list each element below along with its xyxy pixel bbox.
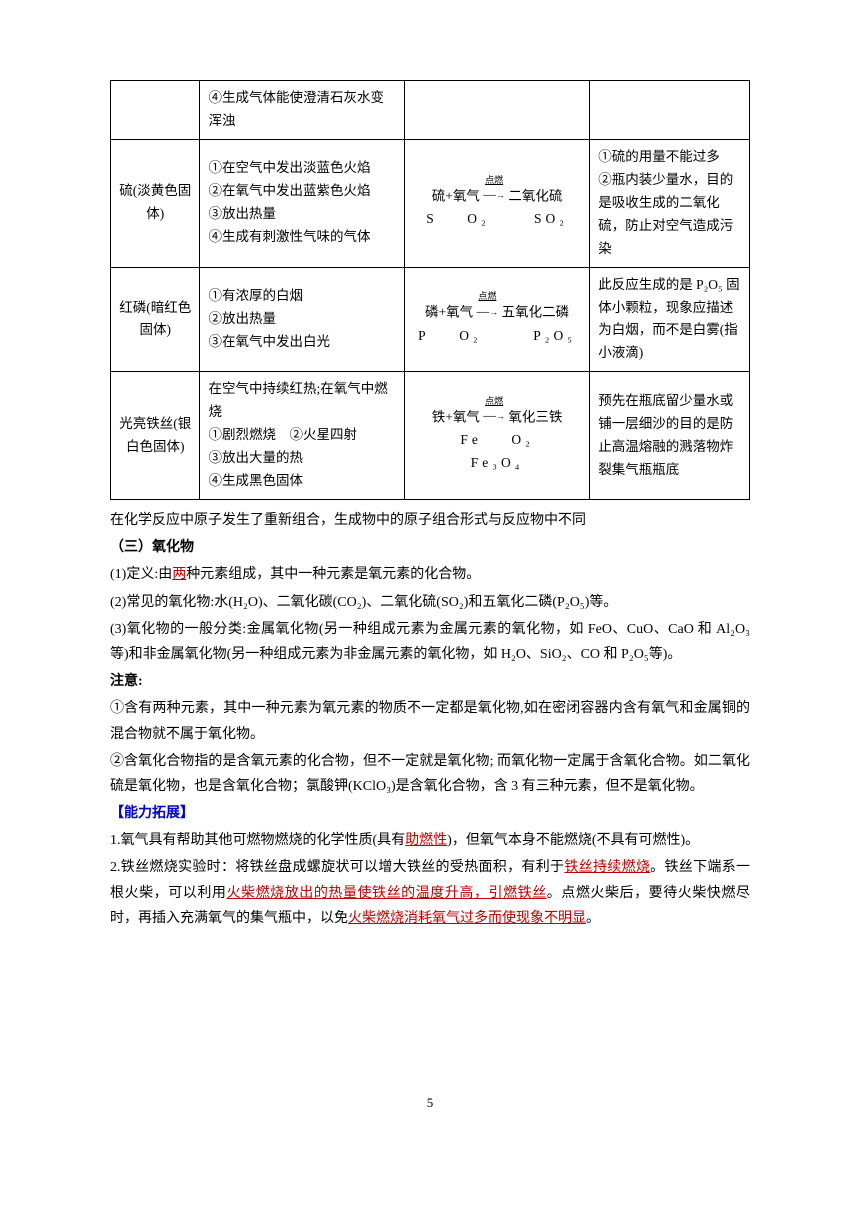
paragraph: 在化学反应中原子发生了重新组合，生成物中的原子组合形式与反应物中不同 <box>110 508 750 533</box>
equation-symbols: Fe O₂ <box>413 429 581 452</box>
page-number: 5 <box>110 1091 750 1114</box>
cell-equation: 硫+氧气 点燃──→ 二氧化硫 S O₂ SO₂ <box>404 139 589 267</box>
cell-notes: 预先在瓶底留少量水或铺一层细沙的目的是防止高温熔融的溅落物炸裂集气瓶瓶底 <box>590 372 750 500</box>
cell-phenomena: ①在空气中发出淡蓝色火焰 ②在氧气中发出蓝紫色火焰 ③放出热量 ④生成有刺激性气… <box>200 139 404 267</box>
prose-section: 在化学反应中原子发生了重新组合，生成物中的原子组合形式与反应物中不同 （三）氧化… <box>110 508 750 931</box>
equation-symbols: S O₂ SO₂ <box>413 208 581 231</box>
highlight: 火柴燃烧消耗氧气过多而使现象不明显 <box>348 911 586 926</box>
paragraph: ①含有两种元素，其中一种元素为氧元素的物质不一定都是氧化物,如在密闭容器内含有氧… <box>110 696 750 746</box>
heading-oxide: （三）氧化物 <box>110 535 750 560</box>
highlight: 铁丝持续燃烧 <box>564 860 650 875</box>
paragraph: 2.铁丝燃烧实验时：将铁丝盘成螺旋状可以增大铁丝的受热面积，有利于铁丝持续燃烧。… <box>110 855 750 931</box>
cell-phenomena: ①有浓厚的白烟 ②放出热量 ③在氧气中发出白光 <box>200 267 404 372</box>
equation-word: 磷+氧气 点燃──→ 五氧化二磷 <box>413 291 581 324</box>
paragraph: ②含氧化合物指的是含氧元素的化合物，但不一定就是氧化物; 而氧化物一定属于含氧化… <box>110 749 750 799</box>
heading-note: 注意: <box>110 669 750 694</box>
table-row: ④生成气体能使澄清石灰水变浑浊 <box>111 81 750 140</box>
cell-notes: 此反应生成的是 P₂O₅ 固体小颗粒，现象应描述为白烟，而不是白雾(指小液滴) <box>590 267 750 372</box>
table-row: 硫(淡黄色固体) ①在空气中发出淡蓝色火焰 ②在氧气中发出蓝紫色火焰 ③放出热量… <box>111 139 750 267</box>
cell-substance: 红磷(暗红色固体) <box>111 267 200 372</box>
paragraph: (2)常见的氧化物:水(H₂O)、二氧化碳(CO₂)、二氧化硫(SO₂)和五氧化… <box>110 590 750 615</box>
table-row: 光亮铁丝(银白色固体) 在空气中持续红热;在氧气中燃烧 ①剧烈燃烧 ②火星四射 … <box>111 372 750 500</box>
cell-phenomena: 在空气中持续红热;在氧气中燃烧 ①剧烈燃烧 ②火星四射 ③放出大量的热 ④生成黑… <box>200 372 404 500</box>
equation-symbols: Fe₃O₄ <box>413 452 581 475</box>
reactions-table: ④生成气体能使澄清石灰水变浑浊 硫(淡黄色固体) ①在空气中发出淡蓝色火焰 ②在… <box>110 80 750 500</box>
table-row: 红磷(暗红色固体) ①有浓厚的白烟 ②放出热量 ③在氧气中发出白光 磷+氧气 点… <box>111 267 750 372</box>
paragraph: (1)定义:由两种元素组成，其中一种元素是氧元素的化合物。 <box>110 562 750 587</box>
equation-word: 铁+氧气 点燃──→ 氧化三铁 <box>413 396 581 429</box>
arrow-condition: 点燃──→ <box>483 173 505 204</box>
equation-symbols: P O₂ P₂O₅ <box>413 325 581 348</box>
highlight: 火柴燃烧放出的热量使铁丝的温度升高，引燃铁丝 <box>226 886 546 901</box>
highlight: 助燃性 <box>405 833 447 848</box>
arrow-condition: 点燃──→ <box>483 394 505 425</box>
cell-substance <box>111 81 200 140</box>
cell-substance: 硫(淡黄色固体) <box>111 139 200 267</box>
cell-equation: 磷+氧气 点燃──→ 五氧化二磷 P O₂ P₂O₅ <box>404 267 589 372</box>
cell-notes <box>590 81 750 140</box>
arrow-condition: 点燃──→ <box>477 289 499 320</box>
heading-extension: 【能力拓展】 <box>110 801 750 826</box>
document-page: ④生成气体能使澄清石灰水变浑浊 硫(淡黄色固体) ①在空气中发出淡蓝色火焰 ②在… <box>0 0 860 1154</box>
equation-word: 硫+氧气 点燃──→ 二氧化硫 <box>413 175 581 208</box>
cell-phenomena: ④生成气体能使澄清石灰水变浑浊 <box>200 81 404 140</box>
cell-notes: ①硫的用量不能过多 ②瓶内装少量水，目的是吸收生成的二氧化硫，防止对空气造成污染 <box>590 139 750 267</box>
cell-substance: 光亮铁丝(银白色固体) <box>111 372 200 500</box>
highlight-two: 两 <box>172 567 186 582</box>
cell-equation: 铁+氧气 点燃──→ 氧化三铁 Fe O₂ Fe₃O₄ <box>404 372 589 500</box>
cell-equation <box>404 81 589 140</box>
paragraph: 1.氧气具有帮助其他可燃物燃烧的化学性质(具有助燃性)，但氧气本身不能燃烧(不具… <box>110 828 750 853</box>
paragraph: (3)氧化物的一般分类:金属氧化物(另一种组成元素为金属元素的氧化物，如 FeO… <box>110 617 750 667</box>
